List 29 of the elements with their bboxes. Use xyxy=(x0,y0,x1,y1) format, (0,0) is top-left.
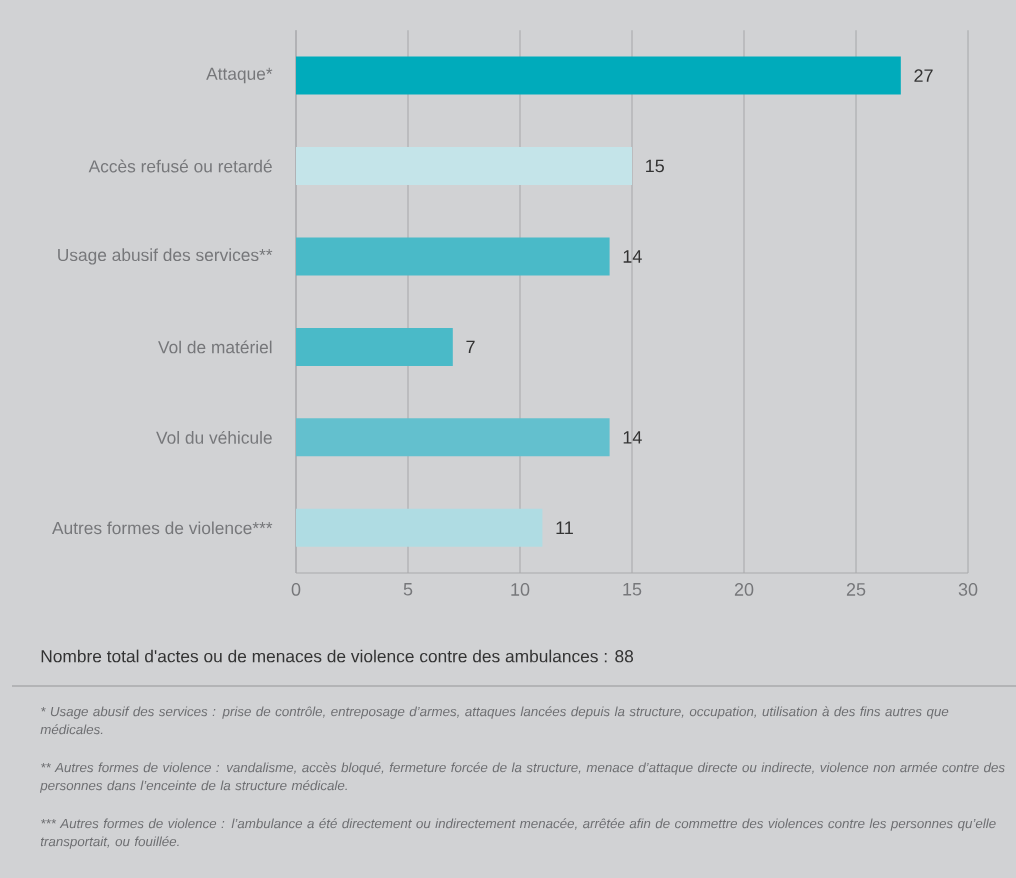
data-label: 14 xyxy=(623,250,642,263)
y-tick-label: Accès refusé ou retardé xyxy=(88,159,272,173)
data-label: 11 xyxy=(556,521,573,534)
y-tick-label: Vol de matériel xyxy=(158,340,272,354)
y-tick-label: Autres formes de violence*** xyxy=(52,521,273,535)
data-label: 7 xyxy=(466,340,475,354)
text: *** Autres formes de violence : l’ambulance a été directement ou indirectement menacée, arrêtée afin de commettre des violences contre les personnes qu’elle transportait, ou fouillée. xyxy=(40,818,996,849)
bar xyxy=(296,508,543,547)
x-tick-label: 0 xyxy=(291,583,301,596)
bar xyxy=(296,56,901,95)
y-tick-label: Attaque* xyxy=(206,67,273,84)
bar xyxy=(296,147,632,185)
x-tick-label: 30 xyxy=(958,583,978,596)
bar xyxy=(296,327,453,366)
bar xyxy=(296,418,610,457)
y-tick-label: Vol du véhicule xyxy=(156,430,272,444)
x-tick-label: 15 xyxy=(623,583,642,596)
data-label: 27 xyxy=(914,69,933,82)
x-tick-label: 20 xyxy=(734,583,754,596)
x-tick-label: 10 xyxy=(511,583,530,596)
data-label: 15 xyxy=(646,159,664,173)
text: * Usage abusif des services : prise de contrôle, entreposage d’armes, attaques lancées depuis la structure, occupation, utilisation à des fins autres que médicales. xyxy=(40,706,949,735)
text: ** Autres formes de violence : vandalisme, accès bloqué, fermeture forcée de la structure, menace d’attaque directe ou indirecte, violence non armée contre des personnes dans l’enceinte de la structure médicale. xyxy=(39,762,1005,793)
bar xyxy=(296,237,610,276)
text: Nombre total d'actes ou de menaces de violence contre des ambulances : 88 xyxy=(41,649,634,663)
data-label: 14 xyxy=(623,431,642,444)
x-tick-label: 5 xyxy=(403,583,413,596)
x-tick-label: 25 xyxy=(846,583,866,596)
y-tick-label: Usage abusif des services** xyxy=(58,248,273,265)
